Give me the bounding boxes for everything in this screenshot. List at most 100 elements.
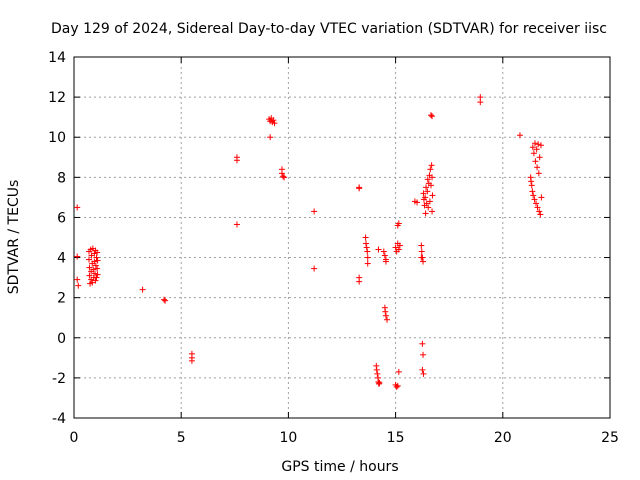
data-point (427, 166, 434, 173)
data-point (94, 265, 101, 272)
data-point (74, 204, 81, 211)
data-point (429, 113, 436, 120)
data-point (427, 112, 434, 119)
data-point (394, 382, 401, 389)
y-tick-label: 6 (57, 210, 66, 226)
data-point (395, 220, 402, 227)
data-point (381, 252, 388, 259)
data-point (423, 184, 430, 191)
x-tick-label: 0 (70, 430, 79, 446)
data-point (516, 132, 523, 139)
chart-title: Day 129 of 2024, Sidereal Day-to-day VTE… (51, 21, 607, 37)
data-point (93, 274, 100, 281)
data-point (280, 173, 287, 180)
data-point (477, 94, 484, 101)
grid-lines (74, 57, 610, 418)
data-point (271, 120, 278, 127)
y-tick-label: 12 (48, 90, 66, 106)
data-point (536, 154, 543, 161)
data-point (395, 368, 402, 375)
data-point (380, 248, 387, 255)
data-point (356, 278, 363, 285)
data-point (376, 379, 383, 386)
data-point (92, 277, 99, 284)
x-tick-label: 5 (177, 430, 186, 446)
data-point (89, 279, 96, 286)
data-point (537, 211, 544, 218)
data-point (392, 244, 399, 251)
data-point (530, 192, 537, 199)
data-point (233, 157, 240, 164)
data-point (534, 164, 541, 171)
data-point (429, 192, 436, 199)
data-points (74, 94, 545, 390)
data-point (375, 246, 382, 253)
data-point (94, 257, 101, 264)
data-point (420, 370, 427, 377)
data-point (537, 142, 544, 149)
data-point (424, 176, 431, 183)
data-point (420, 190, 427, 197)
data-point (395, 246, 402, 253)
data-point (420, 351, 427, 358)
data-point (91, 250, 98, 257)
data-point (364, 248, 371, 255)
y-tick-label: 0 (57, 331, 66, 347)
data-point (418, 242, 425, 249)
data-point (530, 150, 537, 157)
data-point (364, 260, 371, 267)
x-tick-label: 25 (601, 430, 619, 446)
data-point (373, 366, 380, 373)
data-point (94, 271, 101, 278)
data-point (424, 188, 431, 195)
data-point (311, 265, 318, 272)
x-axis-label: GPS time / hours (281, 459, 398, 475)
data-point (90, 266, 97, 273)
data-point (375, 380, 382, 387)
data-point (423, 200, 430, 207)
y-tick-label: 2 (57, 291, 66, 307)
y-tick-label: 4 (57, 251, 66, 267)
data-point (418, 254, 425, 261)
data-point (429, 208, 436, 215)
data-point (419, 340, 426, 347)
data-point (92, 270, 99, 277)
data-point (278, 170, 285, 177)
data-point (382, 312, 389, 319)
data-point (426, 198, 433, 205)
data-point (529, 144, 536, 151)
data-point (74, 276, 81, 283)
data-point (162, 297, 169, 304)
data-point (270, 117, 277, 124)
data-point (396, 242, 403, 249)
y-tick-label: -4 (52, 411, 66, 427)
data-point (311, 208, 318, 215)
data-point (94, 249, 101, 256)
data-point (420, 258, 427, 265)
data-point (139, 286, 146, 293)
data-point (418, 248, 425, 255)
data-point (384, 316, 391, 323)
y-tick-label: -2 (52, 371, 66, 387)
data-point (363, 244, 370, 251)
data-point (477, 99, 484, 106)
data-point (422, 194, 429, 201)
data-point (538, 194, 545, 201)
data-point (529, 188, 536, 195)
data-point (92, 262, 99, 269)
x-tick-label: 15 (387, 430, 405, 446)
x-tick-label: 10 (279, 430, 297, 446)
plot-frame (73, 56, 611, 419)
data-point (161, 296, 168, 303)
data-point (533, 200, 540, 207)
data-point (414, 199, 421, 206)
data-point (425, 204, 432, 211)
data-point (531, 196, 538, 203)
data-point (362, 234, 369, 241)
data-point (75, 282, 82, 289)
data-point (536, 208, 543, 215)
data-point (528, 182, 535, 189)
data-point (528, 178, 535, 185)
data-point (188, 357, 195, 364)
